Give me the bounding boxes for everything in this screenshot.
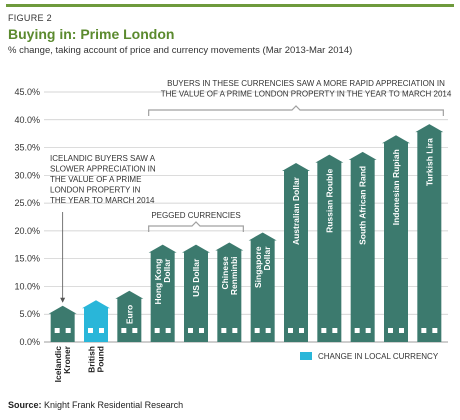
- category-label: Hong KongDollar: [153, 258, 172, 304]
- source-note: Source: Knight Frank Residential Researc…: [8, 400, 183, 410]
- bar-window: [165, 328, 171, 333]
- bar-window: [199, 328, 204, 333]
- bar-window: [388, 328, 393, 333]
- bar: [82, 300, 110, 342]
- annotation-rapid: THE VALUE OF A PRIME LONDON PROPERTY IN …: [161, 90, 452, 99]
- category-label: ChineseRenminbi: [220, 256, 239, 295]
- annotation-icelandic: LONDON PROPERTY IN: [50, 186, 141, 195]
- category-label: SingaporeDollar: [253, 246, 272, 288]
- bar-window: [421, 328, 427, 333]
- bar: [48, 305, 77, 342]
- category-label: US Dollar: [191, 258, 201, 297]
- bar-window: [154, 328, 160, 333]
- bar-window: [288, 328, 293, 333]
- annotation-rapid: BUYERS IN THESE CURRENCIES SAW A MORE RA…: [167, 79, 445, 88]
- category-label: Indonesian Rupiah: [391, 149, 401, 225]
- bar-window: [399, 328, 404, 333]
- bar: [148, 244, 177, 342]
- bar-window: [354, 328, 360, 333]
- source-prefix: Source:: [8, 400, 42, 410]
- source-text: Knight Frank Residential Research: [44, 400, 184, 410]
- y-tick-label: 30.0%: [14, 170, 40, 180]
- category-label: BritishPound: [87, 346, 106, 373]
- bar-window: [365, 328, 371, 333]
- bar-window: [432, 328, 438, 333]
- figure-label: FIGURE 2: [8, 13, 52, 23]
- top-accent-bar: [6, 4, 454, 7]
- annotation-arrowhead: [60, 297, 66, 303]
- legend-swatch: [300, 352, 312, 360]
- legend-label: CHANGE IN LOCAL CURRENCY: [318, 352, 439, 361]
- annotation-icelandic: THE VALUE OF A PRIME: [50, 175, 141, 184]
- bar-window: [299, 328, 304, 333]
- category-label: Russian Rouble: [324, 168, 334, 233]
- bar-window: [188, 328, 193, 333]
- bar-window: [99, 328, 104, 333]
- bar-window: [321, 328, 327, 333]
- y-tick-label: 20.0%: [14, 226, 40, 236]
- annotation-icelandic: SLOWER APPRECIATION IN: [50, 165, 156, 174]
- category-label: Turkish Lira: [424, 138, 434, 186]
- bar-window: [332, 328, 338, 333]
- y-tick-label: 15.0%: [14, 254, 40, 264]
- bar-window: [88, 328, 93, 333]
- bar: [215, 242, 244, 342]
- y-tick-label: 5.0%: [19, 309, 40, 319]
- y-tick-label: 10.0%: [14, 281, 40, 291]
- category-label: IcelandicKroner: [53, 345, 72, 382]
- pegged-bracket: [148, 221, 244, 232]
- bar-window: [121, 328, 127, 333]
- bar-window: [65, 328, 71, 333]
- rapid-bracket: [148, 105, 444, 116]
- bar-window: [221, 328, 227, 333]
- bar: [382, 135, 410, 342]
- bar-window: [232, 328, 238, 333]
- bar: [282, 163, 310, 342]
- annotation-icelandic: ICELANDIC BUYERS SAW A: [50, 154, 156, 163]
- y-tick-label: 35.0%: [14, 143, 40, 153]
- y-tick-label: 25.0%: [14, 198, 40, 208]
- category-label: Australian Dollar: [291, 176, 301, 245]
- bar-window: [254, 328, 260, 333]
- bar: [182, 244, 210, 342]
- y-tick-label: 40.0%: [14, 115, 40, 125]
- bar-window: [265, 328, 271, 333]
- y-tick-label: 0.0%: [19, 337, 40, 347]
- bar-window: [132, 328, 138, 333]
- annotation-icelandic: THE YEAR TO MARCH 2014: [50, 196, 155, 205]
- bar: [315, 154, 344, 342]
- chart-subtitle: % change, taking account of price and cu…: [8, 45, 353, 56]
- category-label: South African Rand: [358, 166, 368, 245]
- annotation-pegged: PEGGED CURRENCIES: [151, 211, 240, 220]
- bar-window: [54, 328, 60, 333]
- y-tick-label: 45.0%: [14, 87, 40, 97]
- bar: [415, 124, 444, 342]
- category-label: Euro: [124, 305, 134, 324]
- bar: [248, 232, 277, 342]
- bar: [348, 151, 377, 342]
- chart-title: Buying in: Prime London: [8, 26, 175, 42]
